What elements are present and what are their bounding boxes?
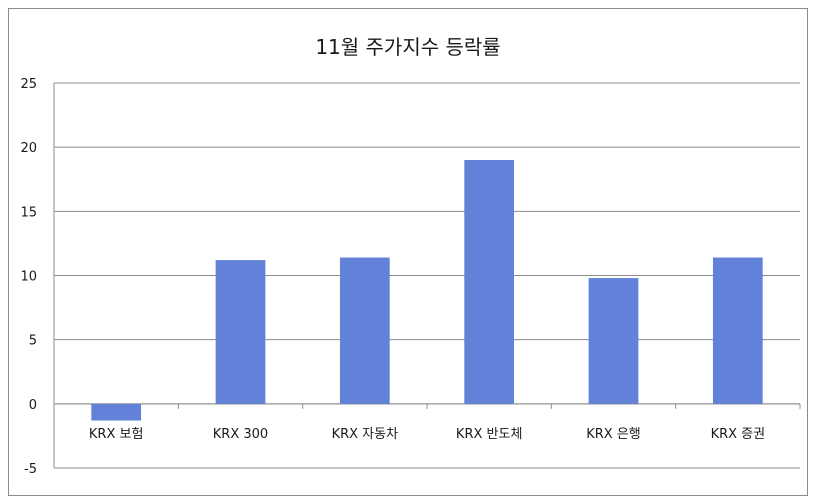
bar bbox=[215, 260, 266, 404]
y-tick-label: 0 bbox=[29, 398, 37, 413]
bar bbox=[339, 257, 390, 404]
bar bbox=[712, 257, 763, 404]
x-category-label: KRX 반도체 bbox=[456, 427, 522, 442]
y-tick-label: 20 bbox=[20, 141, 37, 156]
x-category-label: KRX 300 bbox=[213, 427, 268, 442]
x-category-label: KRX 증권 bbox=[711, 427, 766, 442]
x-category-label: KRX 은행 bbox=[586, 426, 641, 442]
chart-title: 11월 주가지수 등락률 bbox=[315, 35, 501, 59]
y-tick-label: 25 bbox=[20, 77, 37, 92]
bar bbox=[464, 160, 515, 404]
bar bbox=[588, 278, 639, 404]
bar bbox=[91, 403, 142, 421]
y-tick-label: -5 bbox=[24, 462, 37, 477]
y-tick-label: 15 bbox=[20, 205, 37, 220]
y-tick-label: 5 bbox=[29, 334, 37, 349]
y-tick-label: 10 bbox=[20, 270, 37, 285]
chart-frame: 11월 주가지수 등락률 bbox=[8, 8, 808, 496]
x-category-label: KRX 자동차 bbox=[332, 427, 399, 442]
x-category-label: KRX 보험 bbox=[89, 427, 144, 442]
